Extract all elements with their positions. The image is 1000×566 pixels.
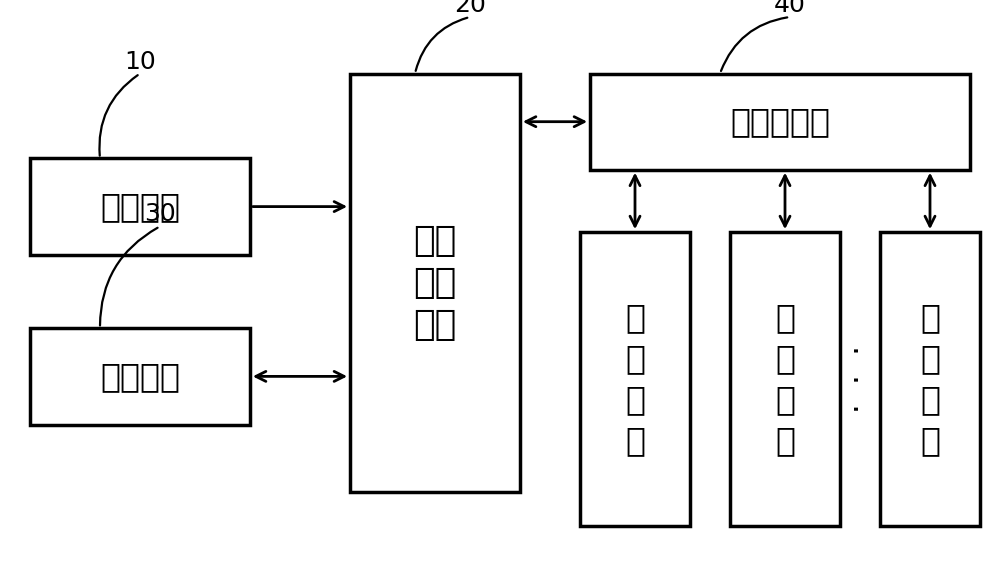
FancyBboxPatch shape: [880, 232, 980, 526]
Text: 电
动
汽
车: 电 动 汽 车: [625, 302, 645, 457]
Text: 光伏阵列: 光伏阵列: [100, 190, 180, 223]
Text: ·  ·  ·: · · ·: [846, 345, 874, 413]
FancyBboxPatch shape: [30, 328, 250, 424]
FancyBboxPatch shape: [730, 232, 840, 526]
Text: 40: 40: [774, 0, 806, 17]
FancyBboxPatch shape: [590, 74, 970, 170]
Text: 能量
管理
系统: 能量 管理 系统: [413, 224, 457, 342]
FancyBboxPatch shape: [350, 74, 520, 492]
Text: 电
动
汽
车: 电 动 汽 车: [920, 302, 940, 457]
FancyBboxPatch shape: [30, 158, 250, 255]
FancyBboxPatch shape: [580, 232, 690, 526]
Text: 充放电单元: 充放电单元: [730, 105, 830, 138]
Text: 电
动
汽
车: 电 动 汽 车: [775, 302, 795, 457]
Text: 20: 20: [454, 0, 486, 17]
Text: 储能单元: 储能单元: [100, 360, 180, 393]
Text: 30: 30: [144, 203, 176, 226]
Text: 10: 10: [124, 50, 156, 74]
